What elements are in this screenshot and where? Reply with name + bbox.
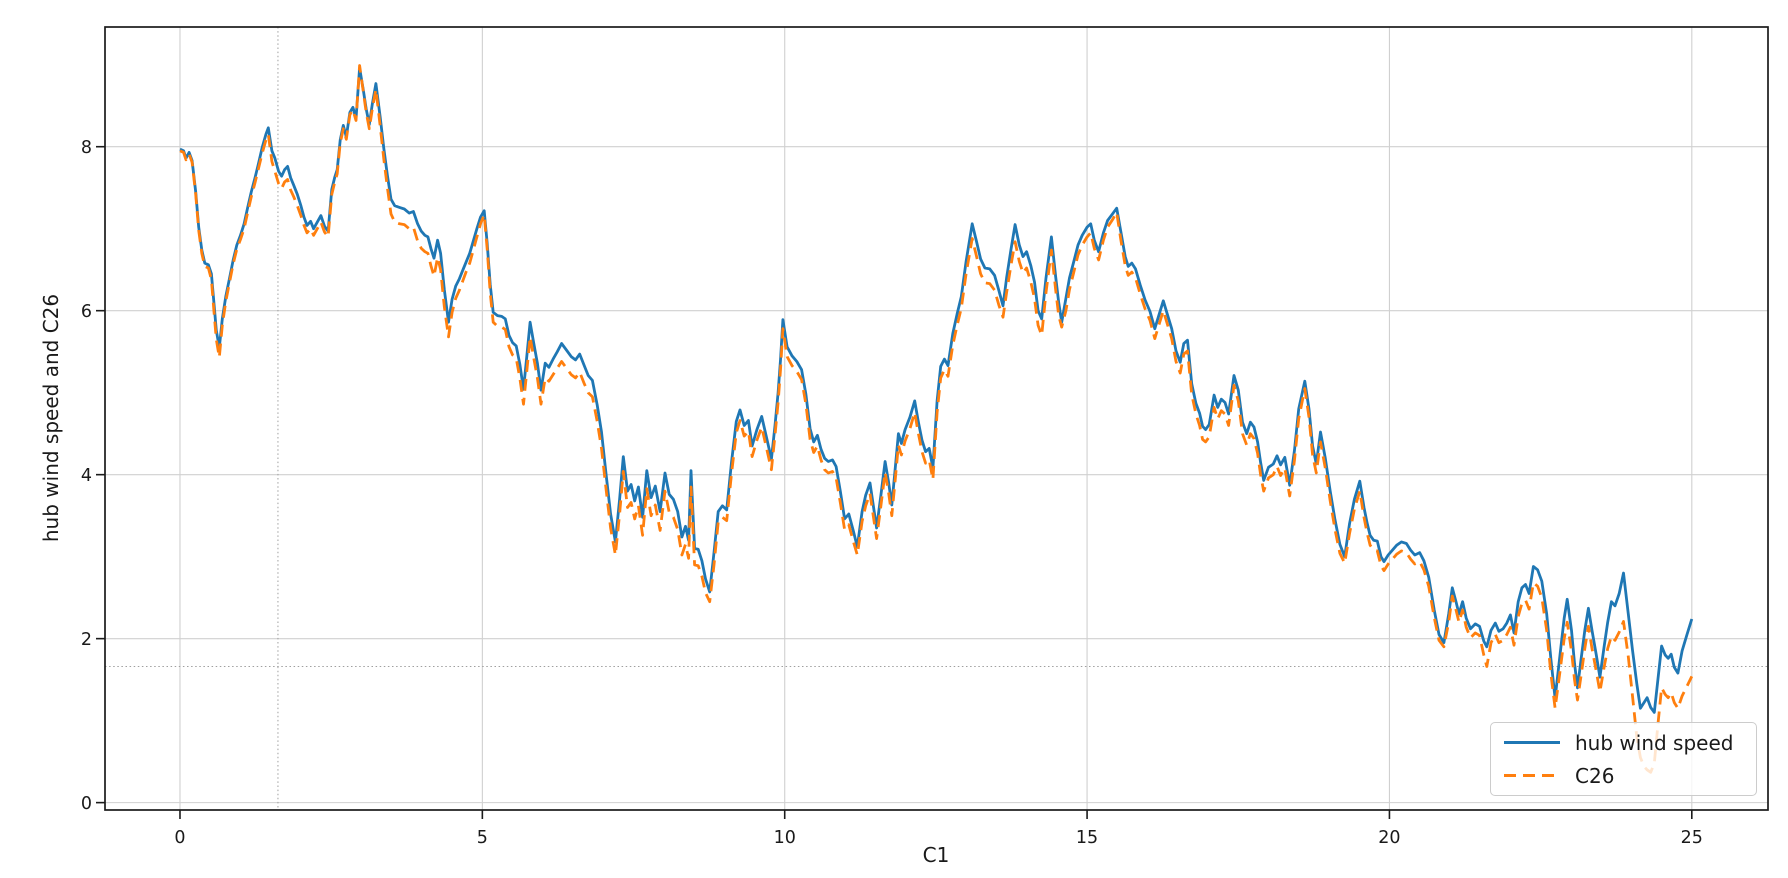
axes-spines (104, 26, 1769, 811)
y-axis-label: hub wind speed and C26 (39, 293, 63, 543)
svg-text:2: 2 (81, 630, 92, 650)
legend-entry-c26: C26 (1504, 764, 1756, 788)
x-axis-label: C1 (922, 843, 950, 867)
tick-marks (96, 145, 1693, 819)
svg-text:10: 10 (774, 828, 796, 848)
x-tick-labels: 0 5 10 15 20 25 (174, 828, 1703, 848)
legend-label-c26: C26 (1575, 763, 1615, 788)
svg-text:4: 4 (81, 466, 92, 486)
svg-text:0: 0 (81, 794, 92, 814)
legend-line-sample-solid (1504, 741, 1560, 744)
svg-text:0: 0 (174, 828, 185, 848)
series-hub-wind-speed (179, 66, 1694, 714)
y-tick-labels: 0 2 4 6 8 (81, 138, 92, 814)
legend-label-hub-wind-speed: hub wind speed (1575, 730, 1734, 755)
grid-lines (105, 27, 1768, 810)
svg-text:15: 15 (1076, 828, 1098, 848)
svg-text:25: 25 (1681, 828, 1703, 848)
svg-text:8: 8 (81, 138, 92, 158)
svg-text:6: 6 (81, 302, 92, 322)
legend-line-sample-dashed (1504, 773, 1560, 778)
legend-entry-hub-wind-speed: hub wind speed (1504, 731, 1756, 755)
svg-text:20: 20 (1378, 828, 1400, 848)
svg-text:5: 5 (477, 828, 488, 848)
series-c26 (179, 64, 1694, 774)
legend: hub wind speed C26 (1490, 722, 1757, 796)
